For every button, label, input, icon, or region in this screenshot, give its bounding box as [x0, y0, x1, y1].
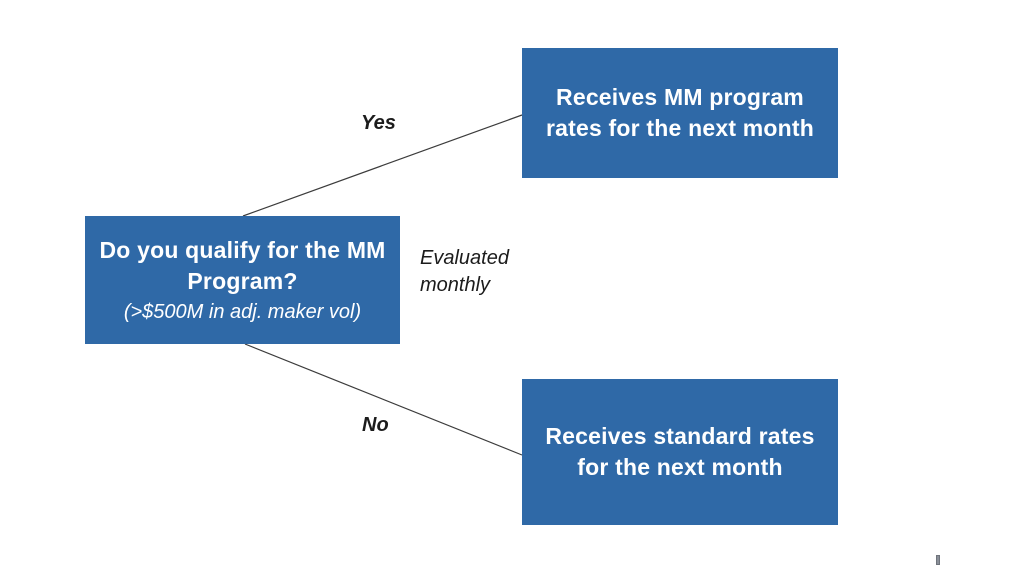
- decision-node-title: Do you qualify for the MM Program?: [99, 237, 386, 294]
- no-edge-line: [244, 343, 523, 456]
- no-outcome-node: Receives standard rates for the next mon…: [522, 379, 838, 525]
- no-outcome-label: Receives standard rates for the next mon…: [545, 423, 815, 480]
- decision-node: Do you qualify for the MM Program? (>$50…: [85, 216, 400, 344]
- yes-edge-label: Yes: [361, 112, 396, 134]
- yes-outcome-node: Receives MM program rates for the next m…: [522, 48, 838, 178]
- decision-node-subtitle: (>$500M in adj. maker vol): [123, 301, 362, 323]
- no-edge-label: No: [362, 414, 389, 436]
- evaluated-monthly-annotation: Evaluated monthly: [420, 247, 509, 296]
- cursor-artifact-mark: [936, 555, 940, 565]
- yes-outcome-label: Receives MM program rates for the next m…: [545, 84, 815, 141]
